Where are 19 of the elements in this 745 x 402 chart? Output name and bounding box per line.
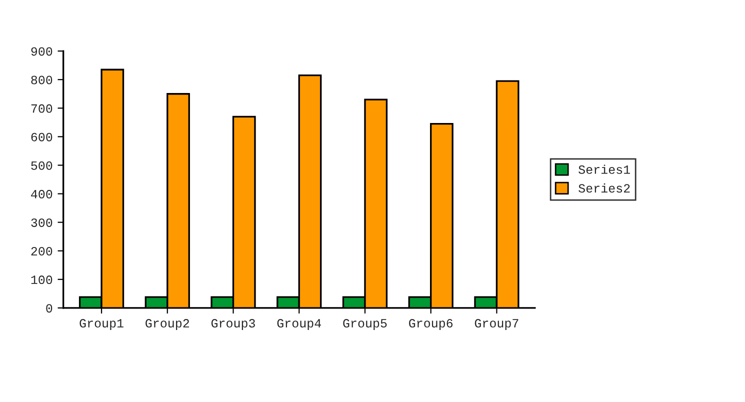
x-tick-label: Group5 [343,319,387,330]
x-tick-label: Group3 [211,319,255,330]
y-tick-label: 700 [31,104,52,113]
legend-label: Series1 [578,164,630,174]
x-tick-label: Group4 [277,319,321,330]
y-tick-label: 100 [31,276,52,284]
y-tick-label: 600 [31,132,52,142]
y-tick-label: 900 [31,47,52,56]
x-tick-label: Group1 [80,319,124,330]
x-tick-label: Group6 [409,319,453,330]
y-tick-label: 200 [31,247,52,256]
y-tick-label: 300 [31,218,52,227]
x-tick-label: Group7 [474,319,518,330]
y-tick-label: 400 [31,190,52,198]
y-tick-label: 500 [31,161,52,170]
y-tick-label: 0 [46,304,52,313]
y-tick-label: 800 [31,76,52,84]
x-tick-label: Group2 [146,319,190,330]
legend-label: Series2 [578,183,630,193]
